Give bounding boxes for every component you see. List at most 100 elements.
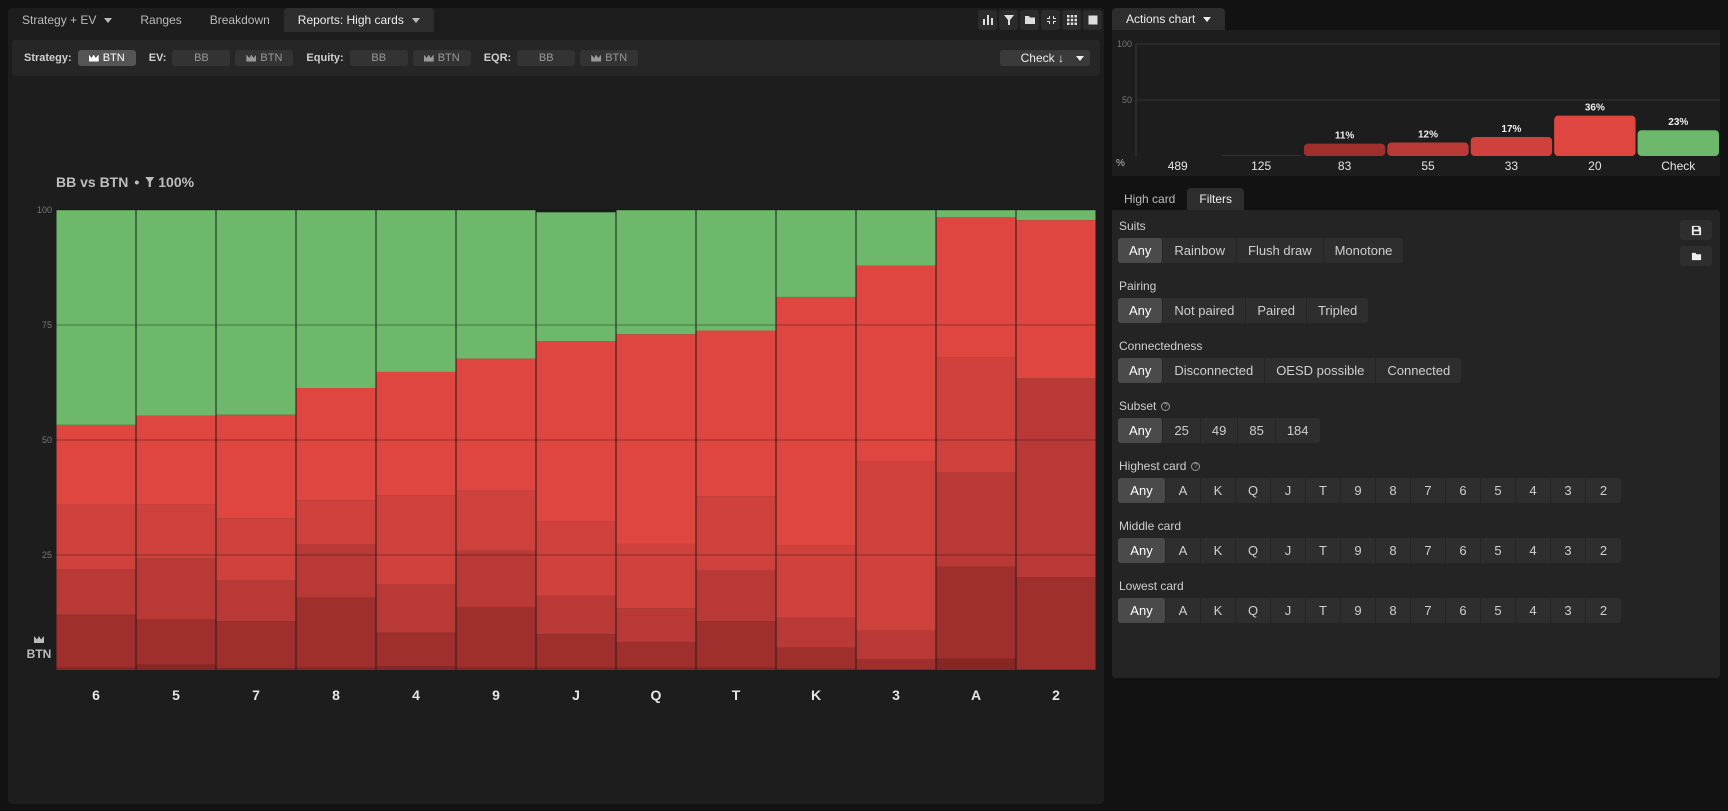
stack-segment-bet-33[interactable]	[776, 545, 856, 618]
action-bar[interactable]	[1220, 155, 1302, 156]
stack-segment-bet-55[interactable]	[936, 472, 1016, 567]
connectedness-option-oesd-possible[interactable]: OESD possible	[1265, 358, 1377, 383]
stack-segment-bet-20[interactable]	[1016, 220, 1096, 379]
stack-segment-check[interactable]	[376, 210, 456, 372]
stack-segment-bet-33[interactable]	[616, 543, 696, 609]
lowest-card-option-3[interactable]: 3	[1551, 598, 1586, 623]
stack-segment-check[interactable]	[136, 210, 216, 416]
ev-btn-chip[interactable]: BTN	[235, 50, 294, 66]
middle-card-option-6[interactable]: 6	[1446, 538, 1481, 563]
action-bar[interactable]	[1637, 130, 1719, 156]
stack-segment-bet-83[interactable]	[536, 634, 616, 668]
connectedness-option-any[interactable]: Any	[1118, 358, 1164, 383]
stack-segment-bet-20[interactable]	[856, 265, 936, 462]
stack-segment-bet-33[interactable]	[856, 461, 936, 631]
stack-segment-bet-125[interactable]	[1016, 669, 1096, 670]
stack-segment-bet-33[interactable]	[216, 518, 296, 581]
stack-segment-bet-20[interactable]	[456, 358, 536, 491]
tab-strategy-ev[interactable]: Strategy + EV	[8, 8, 126, 32]
suits-option-monotone[interactable]: Monotone	[1334, 243, 1393, 258]
action-select[interactable]: Check ↓	[1000, 50, 1090, 66]
stack-segment-bet-55[interactable]	[1016, 378, 1096, 578]
stack-segment-bet-20[interactable]	[56, 424, 136, 505]
stack-segment-bet-20[interactable]	[136, 415, 216, 505]
middle-card-option-8[interactable]: 8	[1376, 538, 1411, 563]
pairing-option-not-paired[interactable]: Not paired	[1163, 298, 1247, 323]
stack-segment-bet-83[interactable]	[1016, 577, 1096, 670]
stack-segment-bet-33[interactable]	[136, 504, 216, 559]
stack-segment-bet-20[interactable]	[776, 296, 856, 546]
stack-segment-bet-55[interactable]	[136, 558, 216, 620]
stack-segment-bet-55[interactable]	[856, 630, 936, 659]
suits-option-flush-draw[interactable]: Flush draw	[1237, 238, 1324, 263]
stack-segment-bet-33[interactable]	[296, 500, 376, 545]
stack-segment-bet-125[interactable]	[856, 669, 936, 670]
action-bar[interactable]	[1470, 136, 1553, 156]
save-button[interactable]	[1680, 220, 1712, 240]
stack-segment-check[interactable]	[616, 210, 696, 335]
lowest-card-option-a[interactable]: A	[1166, 598, 1201, 623]
stack-segment-bet-55[interactable]	[696, 570, 776, 622]
highest-card-option-j[interactable]: J	[1271, 478, 1306, 503]
stack-segment-bet-83[interactable]	[296, 597, 376, 668]
stack-segment-bet-55[interactable]	[376, 584, 456, 633]
folder-icon[interactable]	[1020, 10, 1039, 30]
stack-segment-check[interactable]	[56, 210, 136, 425]
stack-segment-bet-125[interactable]	[696, 667, 776, 670]
eqr-bb-chip[interactable]: BB	[517, 50, 576, 66]
highest-card-option-8[interactable]: 8	[1376, 478, 1411, 503]
help-icon[interactable]: ?	[1161, 401, 1171, 411]
pairing-option-tripled[interactable]: Tripled	[1317, 303, 1358, 318]
filter-icon[interactable]	[999, 10, 1018, 30]
connectedness-option-disconnected[interactable]: Disconnected	[1163, 358, 1266, 383]
lowest-card-option-9[interactable]: 9	[1341, 598, 1376, 623]
stack-segment-bet-125[interactable]	[216, 668, 296, 670]
highest-card-option-6[interactable]: 6	[1446, 478, 1481, 503]
tab-ranges[interactable]: Ranges	[126, 8, 195, 32]
subset-option-85[interactable]: 85	[1238, 418, 1276, 443]
lowest-card-option-8[interactable]: 8	[1376, 598, 1411, 623]
subset-option-49[interactable]: 49	[1201, 418, 1239, 443]
stack-segment-bet-20[interactable]	[536, 341, 616, 522]
lowest-card-option-k[interactable]: K	[1201, 598, 1236, 623]
stack-segment-bet-125[interactable]	[376, 666, 456, 670]
stack-segment-check[interactable]	[216, 210, 296, 415]
highest-card-option-t[interactable]: T	[1306, 478, 1341, 503]
middle-card-option-j[interactable]: J	[1271, 538, 1306, 563]
lowest-card-option-7[interactable]: 7	[1411, 598, 1446, 623]
stack-segment-bet-83[interactable]	[216, 621, 296, 669]
collapse-icon[interactable]	[1041, 10, 1060, 30]
stack-segment-bet-20[interactable]	[296, 388, 376, 501]
stack-segment-check[interactable]	[856, 210, 936, 266]
stack-segment-bet-125[interactable]	[296, 667, 376, 670]
stack-segment-bet-125[interactable]	[776, 668, 856, 670]
stack-segment-check[interactable]	[456, 210, 536, 359]
highest-card-option-2[interactable]: 2	[1599, 483, 1608, 498]
middle-card-option-2[interactable]: 2	[1599, 543, 1608, 558]
highest-card-option-k[interactable]: K	[1201, 478, 1236, 503]
lowest-card-option-any[interactable]: Any	[1118, 598, 1166, 623]
stack-segment-check[interactable]	[1016, 210, 1096, 221]
suits-option-any[interactable]: Any	[1118, 238, 1164, 263]
tab-filters[interactable]: Filters	[1187, 188, 1245, 210]
suits-option-rainbow[interactable]: Rainbow	[1163, 238, 1237, 263]
ev-bb-chip[interactable]: BB	[172, 50, 231, 66]
tab-reports-high-cards[interactable]: Reports: High cards	[283, 8, 434, 32]
highest-card-option-3[interactable]: 3	[1551, 478, 1586, 503]
stack-segment-bet-83[interactable]	[936, 566, 1016, 659]
pairing-option-paired[interactable]: Paired	[1246, 298, 1307, 323]
highest-card-option-4[interactable]: 4	[1516, 478, 1551, 503]
equity-btn-chip[interactable]: BTN	[412, 50, 471, 66]
action-bar[interactable]	[1554, 115, 1636, 156]
middle-card-option-3[interactable]: 3	[1551, 538, 1586, 563]
subset-option-184[interactable]: 184	[1286, 423, 1309, 438]
stack-segment-bet-20[interactable]	[696, 330, 776, 497]
stack-segment-check[interactable]	[936, 210, 1016, 218]
lowest-card-option-2[interactable]: 2	[1599, 603, 1608, 618]
lowest-card-option-j[interactable]: J	[1271, 598, 1306, 623]
action-bar[interactable]	[1387, 142, 1469, 156]
square-icon[interactable]	[1083, 10, 1102, 30]
highest-card-option-5[interactable]: 5	[1481, 478, 1516, 503]
highest-card-option-9[interactable]: 9	[1341, 478, 1376, 503]
stack-segment-bet-55[interactable]	[456, 550, 536, 607]
